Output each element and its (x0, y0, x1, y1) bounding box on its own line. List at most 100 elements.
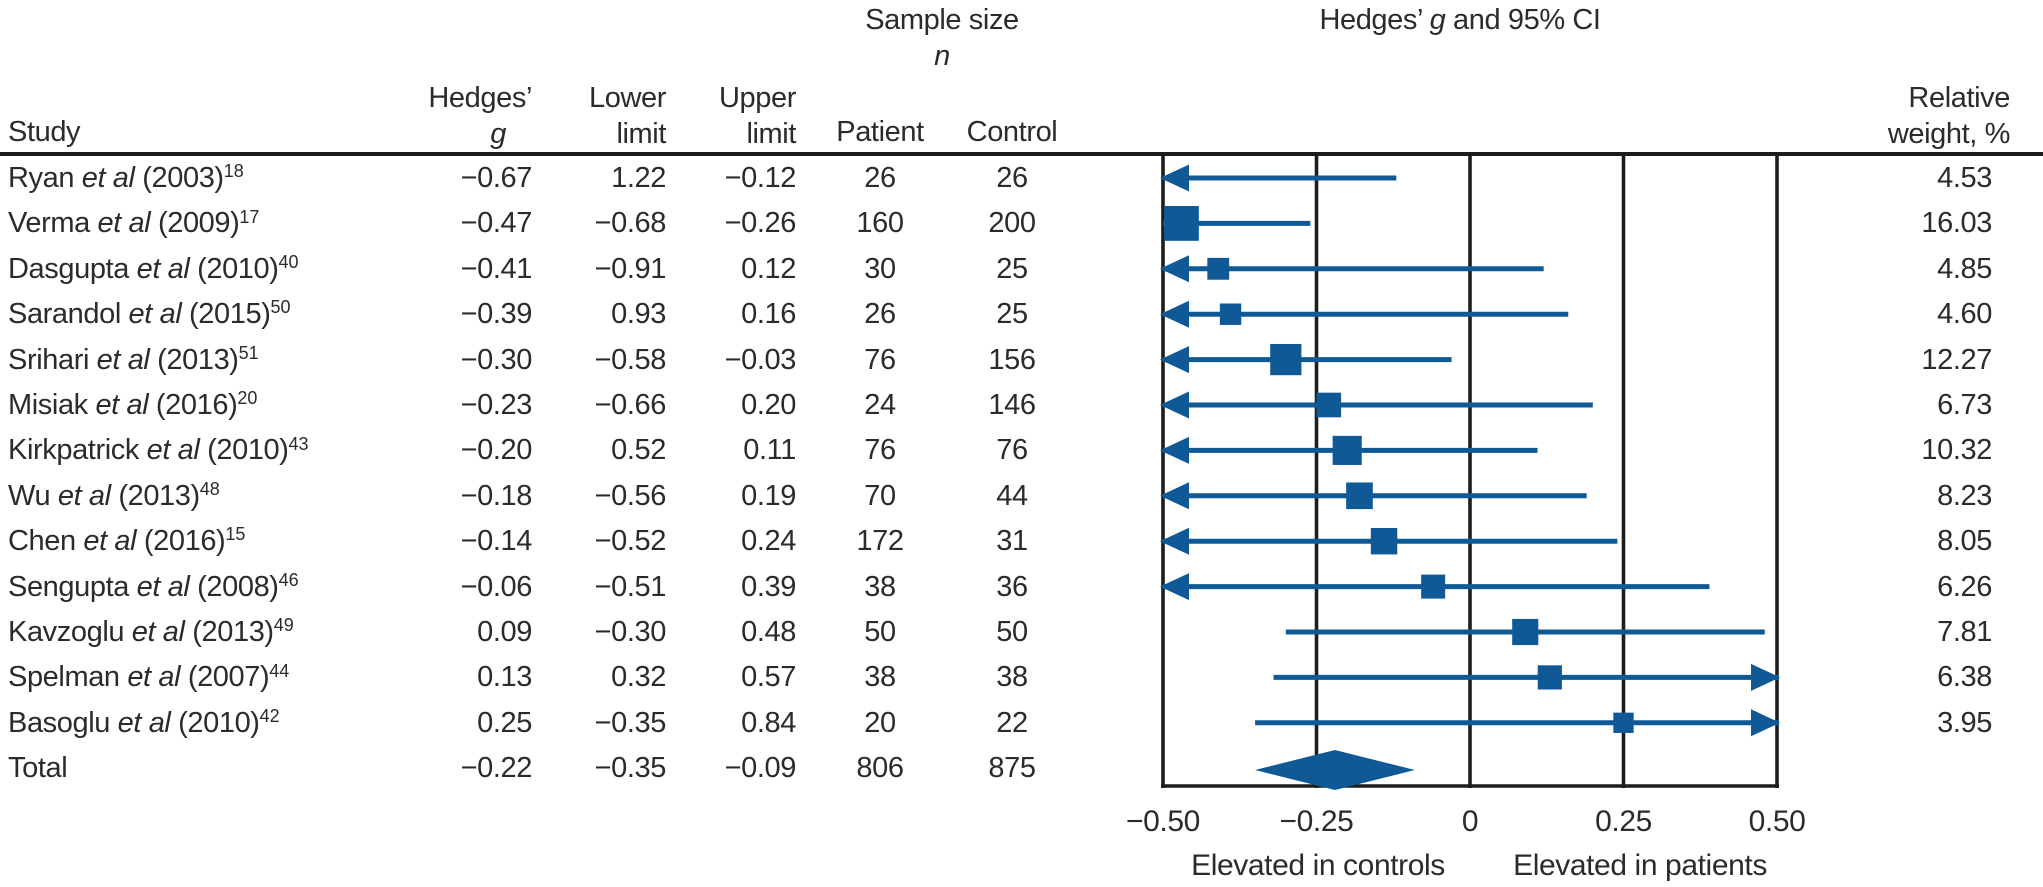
upper-limit-value: −0.03 (724, 343, 797, 376)
hedges-g-value: −0.39 (460, 298, 533, 331)
study-etal: et al (89, 343, 158, 376)
ci-left-arrow-Srihari (1160, 346, 1189, 374)
study-reference-number: 49 (273, 615, 294, 636)
hedges-g-value: −0.20 (460, 434, 533, 467)
control-n-value: 38 (996, 661, 1028, 694)
study-reference-number: 48 (199, 478, 220, 499)
upper-limit-value: 0.16 (741, 298, 796, 331)
patient-n-value: 30 (864, 252, 896, 285)
ci-left-arrow-Kirkpatrick (1160, 436, 1189, 464)
hedges-header-line2: g (490, 118, 506, 150)
axis-region-label-controls: Elevated in controls (1191, 849, 1445, 882)
study-reference-number: 42 (259, 705, 280, 726)
study-name: Ryan (8, 162, 75, 194)
study-etal: et al (128, 252, 198, 285)
x-axis-tick-label: 0.25 (1595, 805, 1652, 838)
lower-header-line1: Lower (589, 82, 666, 114)
control-n-value: 156 (988, 343, 1036, 376)
study-year: (2010) (178, 706, 260, 739)
lower-limit-value: −0.35 (594, 706, 667, 739)
relative-weight-value: 6.38 (1937, 661, 1992, 694)
upper-limit-value: 0.39 (741, 570, 796, 603)
table-row: Sarandol et al (2015)50 −0.39 0.93 0.16 26 25… (0, 292, 2043, 336)
x-axis-tick-label: −0.25 (1279, 805, 1354, 838)
relative-weight-value: 8.23 (1937, 479, 1992, 512)
study-name: Sengupta (8, 570, 129, 603)
control-n-value: 146 (988, 389, 1036, 421)
relative-weight-value: 8.05 (1937, 525, 1992, 558)
study-label: Basoglu et al (2010)42 (8, 701, 418, 745)
hedges-g-value: −0.14 (460, 525, 533, 558)
effect-marker-Sengupta (1421, 574, 1446, 599)
ci-right-arrow-Spelman (1751, 663, 1780, 691)
upper-limit-value: 0.12 (741, 252, 796, 285)
study-year: (2007) (187, 661, 270, 694)
hedges-header-line1: Hedges’ (428, 82, 532, 114)
upper-limit-value: −0.26 (724, 207, 797, 240)
hedges-g-value: −0.67 (460, 162, 533, 194)
ci-left-arrow-Sarandol (1160, 300, 1189, 328)
study-label: Misiak et al (2016)20 (8, 383, 418, 427)
table-row: Kirkpatrick et al (2010)43 −0.20 0.52 0.11 7… (0, 428, 2043, 472)
ci-right-arrow-Basoglu (1751, 709, 1780, 737)
control-n-value: 200 (988, 207, 1036, 240)
study-name: Total (8, 752, 68, 785)
study-label: Spelman et al (2007)44 (8, 655, 418, 699)
table-row: Misiak et al (2016)20 −0.23 −0.66 0.20 24 146… (0, 383, 2043, 427)
patient-n-value: 806 (856, 752, 904, 785)
upper-limit-value: 0.19 (741, 479, 796, 512)
study-name: Spelman (8, 661, 120, 694)
study-etal: et al (50, 479, 119, 512)
patient-n-value: 76 (864, 434, 896, 467)
column-header-study: Study (8, 116, 81, 148)
study-year: (2016) (143, 525, 226, 558)
sample-size-group-header: Sample size n (812, 2, 1072, 74)
study-year: (2003) (142, 162, 224, 194)
hedges-g-value: 0.13 (477, 661, 532, 694)
control-n-value: 50 (996, 616, 1028, 648)
lower-limit-value: −0.35 (594, 752, 667, 785)
control-n-value: 25 (996, 252, 1028, 285)
hedges-g-value: 0.25 (477, 706, 532, 739)
lower-limit-value: −0.51 (594, 570, 667, 603)
study-label: Wu et al (2013)48 (8, 474, 418, 518)
patient-n-value: 160 (856, 207, 904, 240)
x-axis-tick-label: −0.50 (1126, 805, 1200, 838)
study-etal: et al (119, 661, 188, 694)
study-year: (2008) (197, 570, 279, 603)
hedges-g-value: −0.30 (460, 343, 533, 376)
patient-n-value: 38 (864, 570, 896, 603)
effect-marker-Kavzoglu (1512, 618, 1539, 646)
study-reference-number: 50 (270, 297, 291, 318)
weight-header-line2: weight, % (1887, 118, 2011, 150)
control-n-value: 875 (988, 752, 1036, 785)
relative-weight-value: 4.60 (1937, 298, 1992, 331)
ci-header-g: g (1429, 4, 1446, 36)
patient-n-value: 172 (856, 525, 904, 558)
study-reference-number: 46 (278, 569, 299, 590)
study-year: (2010) (197, 252, 279, 285)
study-name: Dasgupta (8, 252, 129, 285)
study-year: (2013) (157, 343, 239, 376)
table-row: Verma et al (2009)17 −0.47 −0.68 −0.26 160 20… (0, 201, 2043, 245)
relative-weight-value: 3.95 (1937, 706, 1992, 739)
study-reference-number: 17 (239, 206, 260, 227)
patient-n-value: 50 (864, 616, 896, 648)
lower-limit-value: 1.22 (611, 162, 666, 194)
upper-limit-value: 0.24 (741, 525, 796, 558)
lower-limit-value: −0.30 (594, 616, 667, 648)
lower-limit-value: 0.93 (611, 298, 666, 331)
column-header-relative-weight: Relative weight, % (1810, 80, 2011, 152)
table-row: Spelman et al (2007)44 0.13 0.32 0.57 38 38 6.… (0, 655, 2043, 699)
hedges-g-value: −0.41 (460, 252, 533, 285)
study-reference-number: 40 (278, 251, 299, 272)
column-header-hedges-g: Hedges’ g (408, 80, 532, 152)
hedges-g-value: −0.22 (460, 752, 533, 785)
upper-limit-value: 0.20 (741, 389, 796, 421)
table-row: Wu et al (2013)48 −0.18 −0.56 0.19 70 44 8.23 (0, 474, 2043, 518)
hedges-g-value: −0.18 (460, 479, 533, 512)
relative-weight-value: 6.26 (1937, 570, 1992, 603)
sample-size-n-label: n (934, 40, 950, 72)
study-label: Kavzoglu et al (2013)49 (8, 610, 418, 654)
effect-marker-Spelman (1537, 665, 1562, 690)
